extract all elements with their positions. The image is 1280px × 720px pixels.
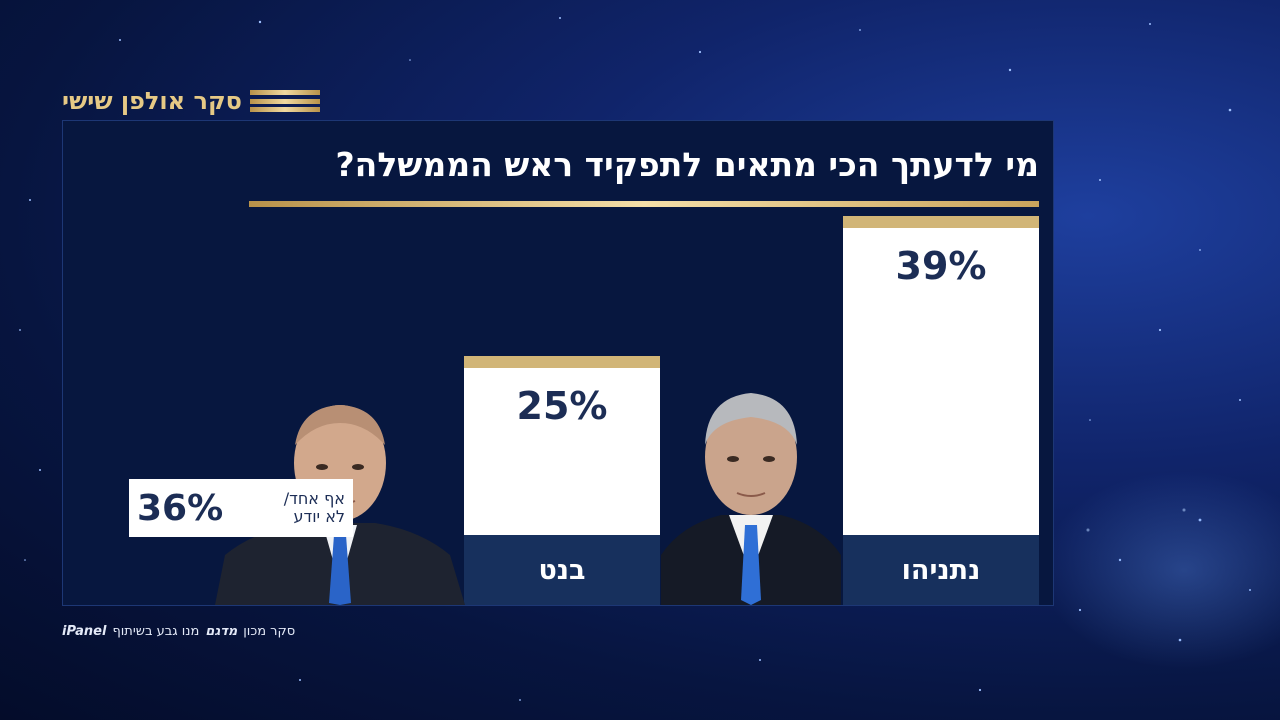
survey-credit: iPanel מנו גבע בשיתוף מדגם סקר מכון <box>62 620 295 642</box>
title-underline <box>249 201 1039 207</box>
undecided-label-line1: אף אחד/ <box>283 489 345 508</box>
brand-stripes-icon <box>249 90 320 112</box>
bar-netanyahu: 39% נתניהו <box>843 216 1039 605</box>
bar-value-label: 25% <box>516 384 608 428</box>
bar-value-label: 39% <box>895 244 987 288</box>
chart-title: מי לדעתך הכי מתאים לתפקיד ראש הממשלה? <box>335 145 1039 184</box>
brand-title: סקר אולפן שישי <box>62 87 242 115</box>
bar-category-box: בנט <box>464 535 660 605</box>
bar-category-label: נתניהו <box>901 554 981 586</box>
brand-header: סקר אולפן שישי <box>62 84 320 118</box>
portrait-netanyahu <box>661 393 841 605</box>
credit-text-right: סקר מכון <box>243 623 296 639</box>
bar-cap <box>464 356 660 368</box>
undecided-label: אף אחד/ לא יודע <box>284 490 345 526</box>
chart-panel: מי לדעתך הכי מתאים לתפקיד ראש הממשלה? 39… <box>62 120 1054 606</box>
undecided-label-line2: לא יודע <box>293 507 345 526</box>
undecided-box: 36% אף אחד/ לא יודע <box>129 479 353 537</box>
credit-text-left: מנו גבע בשיתוף <box>112 623 200 639</box>
undecided-value: 36% <box>137 487 224 529</box>
bar-bennett: 25% בנט <box>464 356 660 605</box>
bar-category-label: בנט <box>538 554 586 586</box>
bar-cap <box>843 216 1039 228</box>
bar-category-box: נתניהו <box>843 535 1039 605</box>
madgam-logo: מדגם <box>205 623 238 639</box>
city-lights-decoration <box>1040 470 1280 670</box>
ipanel-logo: iPanel <box>62 623 107 639</box>
